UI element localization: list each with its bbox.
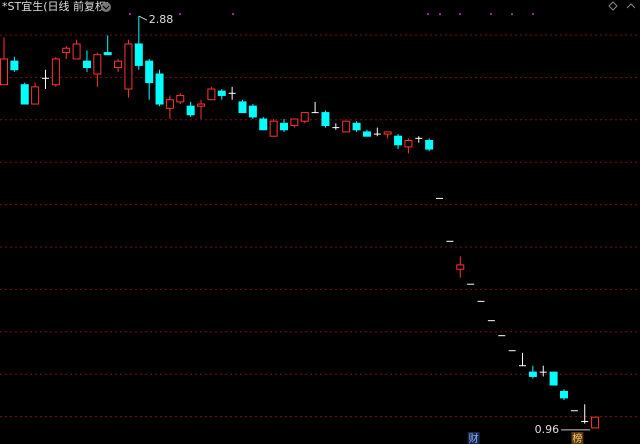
diamond-icon[interactable]	[608, 1, 618, 11]
candle-body	[0, 58, 8, 86]
candle-body	[72, 43, 81, 60]
candle-body	[425, 139, 434, 150]
candle-body	[124, 43, 133, 90]
menu-icon[interactable]	[101, 2, 111, 12]
candle-body	[300, 112, 309, 122]
candle-body	[134, 43, 143, 66]
candle-body	[342, 120, 351, 133]
chart-title: *ST宜生(日线 前复权)	[2, 0, 110, 13]
max-pointer	[138, 15, 148, 21]
candle-body	[82, 60, 91, 69]
candle-body	[186, 105, 195, 116]
menu-arrow	[102, 5, 110, 10]
candle-body	[362, 131, 371, 137]
candle-body	[528, 371, 537, 377]
candle-body	[591, 416, 600, 429]
candle-body	[145, 60, 154, 84]
candle-body	[383, 131, 392, 135]
candle-body	[31, 86, 40, 105]
candle-body	[207, 88, 216, 101]
candle-body	[10, 60, 19, 71]
min-label: 0.96	[535, 423, 560, 436]
candle-body	[217, 90, 226, 96]
candle-body	[549, 371, 558, 386]
candle-body	[20, 84, 29, 105]
candle-body	[51, 58, 60, 86]
candle-body	[165, 99, 174, 109]
candle-body	[197, 103, 206, 107]
candle-body	[279, 122, 288, 131]
candle-body	[176, 94, 185, 103]
max-label: 2.88	[149, 13, 174, 26]
candle-body	[238, 101, 247, 114]
candle-body	[559, 390, 568, 399]
candle-body	[248, 105, 257, 118]
candle-body	[103, 52, 112, 56]
candle-body	[321, 112, 330, 126]
candle-body	[456, 264, 465, 270]
event-badge	[467, 432, 480, 444]
candle-body	[259, 118, 268, 131]
event-label: 财	[469, 432, 479, 444]
candle-body	[394, 135, 403, 146]
candle-body	[93, 54, 102, 75]
event-label: 榜	[572, 432, 582, 444]
candle-body	[404, 139, 413, 148]
candle-body	[62, 47, 71, 54]
candle-body	[155, 73, 164, 105]
candle-body	[290, 118, 299, 126]
candle-body	[114, 60, 123, 69]
event-badge	[571, 432, 584, 444]
collapse-icon[interactable]	[626, 3, 636, 9]
candle-body	[269, 120, 278, 137]
signal-dots	[129, 13, 534, 15]
candle-body	[352, 122, 361, 131]
